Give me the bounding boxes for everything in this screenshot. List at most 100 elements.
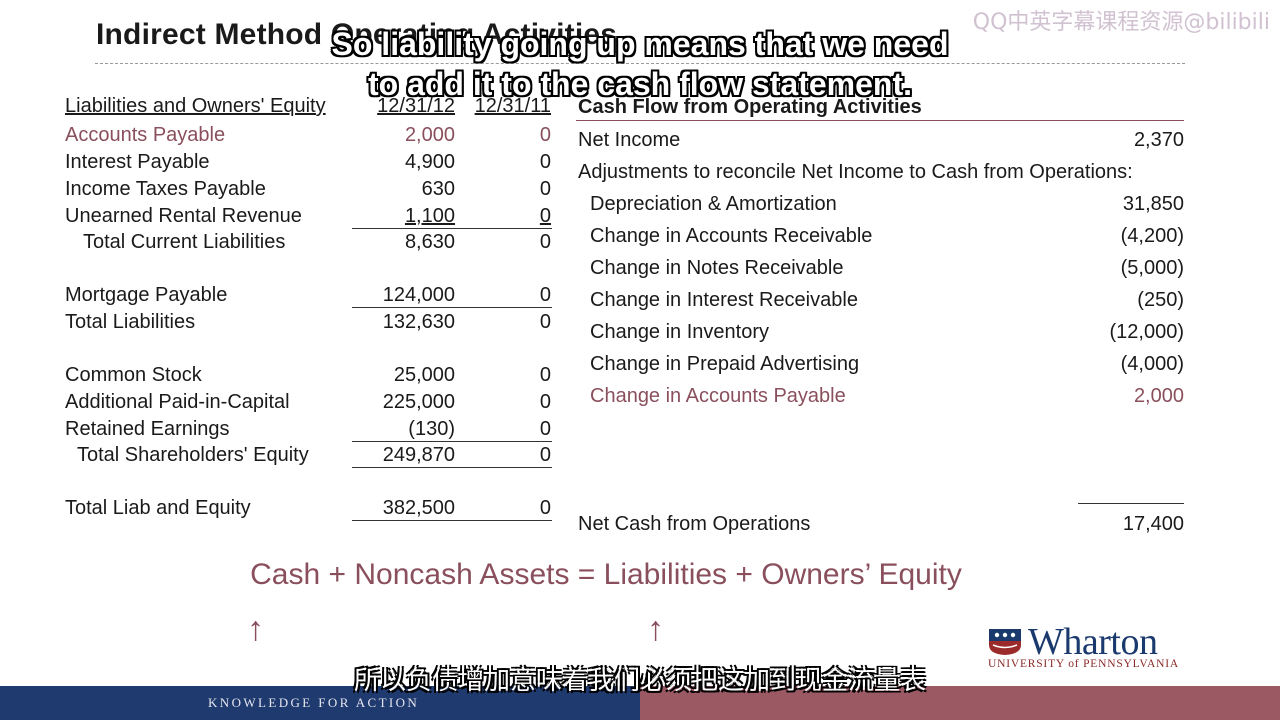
row-value-2011: 0: [539, 391, 551, 413]
bs-row-total-current-liabilities: Total Current Liabilities 8,630 0: [65, 231, 555, 257]
bs-row-total-liabilities: Total Liabilities 132,630 0: [65, 311, 555, 337]
subtotal-rule: [352, 467, 552, 468]
column-header-2011: 12/31/11: [474, 95, 551, 117]
row-value-2012: 249,870: [382, 444, 455, 466]
footer-bar-left: [0, 686, 640, 720]
row-value-2012: 8,630: [404, 231, 455, 253]
cash-flow-header-rule: [576, 120, 1184, 121]
row-label: Interest Payable: [65, 151, 210, 173]
row-value: (12,000): [1109, 321, 1185, 343]
row-value-2011: 0: [539, 284, 551, 306]
row-label: Total Current Liabilities: [83, 231, 286, 253]
row-label: Net Income: [578, 129, 681, 151]
title-divider: [95, 63, 1185, 64]
row-value: 2,370: [1133, 129, 1184, 151]
row-value-2011: 0: [539, 444, 551, 466]
slide-title: Indirect Method Operating Activities: [96, 18, 618, 51]
bs-row-additional-paid-in-capital: Additional Paid-in-Capital 225,000 0: [65, 391, 555, 417]
cf-row-interest-receivable: Change in Interest Receivable (250): [578, 289, 1184, 317]
cf-row-net-cash: Net Cash from Operations 17,400: [578, 513, 1184, 541]
row-label: Mortgage Payable: [65, 284, 228, 306]
row-value-2012: 630: [421, 178, 455, 200]
row-label: Unearned Rental Revenue: [65, 205, 302, 227]
row-label: Additional Paid-in-Capital: [65, 391, 290, 413]
bs-row-mortgage-payable: Mortgage Payable 124,000 0: [65, 284, 555, 310]
row-label: Total Liab and Equity: [65, 497, 251, 519]
row-label: Depreciation & Amortization: [590, 193, 837, 215]
cf-row-inventory: Change in Inventory (12,000): [578, 321, 1184, 349]
row-value-2011: 0: [539, 205, 551, 227]
row-value: 17,400: [1122, 513, 1184, 535]
row-value: (4,200): [1120, 225, 1184, 247]
accounting-equation: Cash + Noncash Assets = Liabilities + Ow…: [250, 558, 962, 591]
total-rule: [352, 520, 552, 521]
row-value-2011: 0: [539, 311, 551, 333]
subtotal-rule: [352, 228, 552, 229]
watermark: QQ中英字幕课程资源@bilibili: [972, 10, 1270, 35]
shield-icon: [989, 629, 1021, 655]
arrow-up-icon: ↑: [647, 610, 664, 648]
cf-row-net-income: Net Income 2,370: [578, 129, 1184, 157]
net-cash-rule: [1078, 503, 1184, 504]
logo-university: UNIVERSITY of PENNSYLVANIA: [988, 658, 1179, 670]
row-label: Common Stock: [65, 364, 202, 386]
cf-row-accounts-receivable: Change in Accounts Receivable (4,200): [578, 225, 1184, 253]
row-value-2011: 0: [539, 497, 551, 519]
footer-bar-right: [640, 686, 1280, 720]
row-label: Change in Interest Receivable: [590, 289, 858, 311]
cf-row-accounts-payable: Change in Accounts Payable 2,000: [578, 385, 1184, 413]
balance-sheet-header: Liabilities and Owners' Equity 12/31/12 …: [65, 95, 555, 121]
bs-row-income-taxes-payable: Income Taxes Payable 630 0: [65, 178, 555, 204]
row-label: Net Cash from Operations: [578, 513, 811, 535]
row-label: Change in Accounts Payable: [590, 385, 846, 407]
bs-row-total-liab-and-equity: Total Liab and Equity 382,500 0: [65, 497, 555, 523]
row-value: 2,000: [1133, 385, 1184, 407]
row-value-2011: 0: [539, 124, 551, 146]
row-value-2011: 0: [539, 231, 551, 253]
cf-row-prepaid-advertising: Change in Prepaid Advertising (4,000): [578, 353, 1184, 381]
footer-tagline: KNOWLEDGE FOR ACTION: [208, 695, 420, 710]
row-value-2012: (130): [408, 418, 455, 440]
row-value-2012: 1,100: [404, 205, 455, 227]
subtitle-english-line-2: to add it to the cash flow statement.: [367, 66, 913, 102]
column-header-2012: 12/31/12: [377, 95, 455, 117]
cf-row-notes-receivable: Change in Notes Receivable (5,000): [578, 257, 1184, 285]
row-value-2011: 0: [539, 364, 551, 386]
subtotal-rule: [352, 307, 552, 308]
row-label: Income Taxes Payable: [65, 178, 266, 200]
arrow-up-icon: ↑: [247, 610, 264, 648]
row-value-2012: 25,000: [393, 364, 455, 386]
bs-row-accounts-payable: Accounts Payable 2,000 0: [65, 124, 555, 150]
row-label: Change in Prepaid Advertising: [590, 353, 860, 375]
row-value-2012: 4,900: [404, 151, 455, 173]
bs-row-total-shareholders-equity: Total Shareholders' Equity 249,870 0: [65, 444, 555, 470]
bs-row-common-stock: Common Stock 25,000 0: [65, 364, 555, 390]
wharton-logo: Wharton UNIVERSITY of PENNSYLVANIA: [988, 621, 1198, 672]
row-value-2012: 132,630: [382, 311, 455, 333]
balance-sheet-title: Liabilities and Owners' Equity: [65, 95, 326, 117]
row-label: Change in Notes Receivable: [590, 257, 844, 279]
row-value-2011: 0: [539, 178, 551, 200]
row-value-2012: 2,000: [404, 124, 455, 146]
logo-wordmark: Wharton: [1028, 621, 1158, 663]
row-value: (4,000): [1120, 353, 1184, 375]
row-label: Change in Accounts Receivable: [590, 225, 873, 247]
row-value: (250): [1137, 289, 1184, 311]
row-value-2012: 225,000: [382, 391, 455, 413]
subtotal-rule: [352, 441, 552, 442]
row-value-2012: 382,500: [382, 497, 455, 519]
row-label: Total Shareholders' Equity: [77, 444, 309, 466]
cf-adjustments-label: Adjustments to reconcile Net Income to C…: [578, 161, 1184, 189]
bs-row-unearned-rental-revenue: Unearned Rental Revenue 1,100 0: [65, 205, 555, 231]
row-label: Accounts Payable: [65, 124, 226, 146]
row-value-2011: 0: [539, 151, 551, 173]
row-value-2012: 124,000: [382, 284, 455, 306]
row-label: Total Liabilities: [65, 311, 196, 333]
subtitle-english-line-1: So liability going up means that we need: [331, 26, 949, 62]
subtitle-chinese: 所以负债增加意味着我们必须把这加到现金流量表: [353, 666, 926, 696]
row-value: (5,000): [1120, 257, 1184, 279]
bs-row-interest-payable: Interest Payable 4,900 0: [65, 151, 555, 177]
row-label: Change in Inventory: [590, 321, 770, 343]
row-label: Adjustments to reconcile Net Income to C…: [578, 161, 1133, 183]
cf-row-depreciation: Depreciation & Amortization 31,850: [578, 193, 1184, 221]
